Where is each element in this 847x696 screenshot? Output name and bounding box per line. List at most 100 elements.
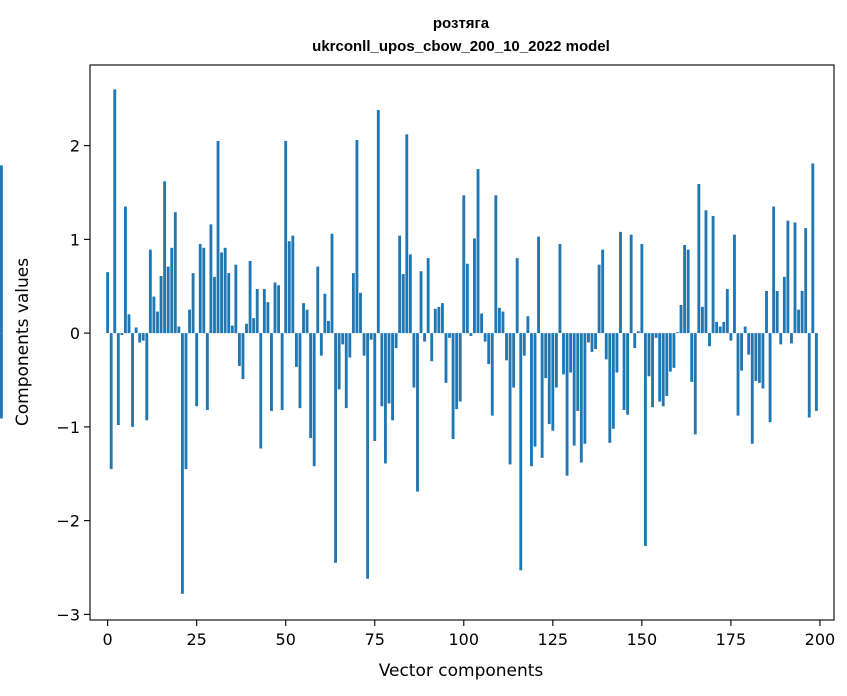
bar [654, 333, 658, 338]
bar [163, 181, 167, 334]
bar [519, 333, 523, 571]
bar [811, 163, 815, 334]
bar [330, 233, 334, 334]
bar [790, 333, 793, 344]
x-tick-label: 150 [627, 630, 658, 649]
bar [237, 333, 241, 366]
bar [814, 333, 818, 411]
bar [448, 333, 451, 338]
bar [394, 333, 398, 349]
bar [366, 333, 370, 579]
bar [676, 332, 679, 334]
bar [337, 333, 341, 390]
bar [604, 333, 608, 360]
bar [565, 333, 569, 476]
bar [408, 254, 412, 334]
bar [722, 321, 726, 334]
bar [355, 140, 359, 334]
bar [266, 302, 270, 334]
bar [615, 333, 619, 373]
bar [156, 311, 159, 334]
bar [177, 326, 181, 334]
bar [576, 333, 580, 411]
bar [181, 333, 184, 594]
bar [779, 333, 783, 345]
y-tick-label: 1 [70, 230, 80, 249]
bar [547, 333, 551, 425]
bar [113, 89, 117, 334]
y-axis-label: Components values [13, 258, 33, 426]
bar [124, 206, 127, 334]
bar [697, 184, 701, 334]
bar [747, 333, 751, 355]
bar [651, 333, 654, 408]
bar [643, 333, 647, 546]
bar [323, 293, 327, 334]
bar [533, 333, 537, 447]
bar [145, 333, 149, 421]
bar [569, 333, 573, 373]
bar [793, 222, 797, 334]
bar [508, 333, 512, 465]
bar [120, 333, 124, 336]
bar [473, 238, 476, 334]
bar [423, 333, 427, 342]
bar [166, 266, 170, 334]
bar [387, 333, 391, 404]
x-axis-ticks: 0 25 50 75 100 125 150 175 200 [103, 620, 835, 649]
bar [309, 333, 313, 439]
x-tick-label: 50 [276, 630, 296, 649]
bar [626, 333, 630, 415]
bar [298, 333, 302, 409]
bar [768, 333, 772, 423]
bar [287, 241, 291, 334]
bar [483, 333, 487, 342]
bar [152, 296, 156, 334]
bar [359, 292, 362, 334]
bar [633, 333, 637, 349]
bar [597, 264, 601, 334]
bar [433, 308, 437, 334]
bar [665, 333, 669, 396]
x-tick-label: 175 [716, 630, 747, 649]
bar [683, 245, 687, 334]
bar [341, 333, 345, 345]
bar [601, 249, 605, 334]
chart-title-line1: розтяга [433, 15, 490, 32]
bar [480, 313, 484, 334]
bar [757, 333, 761, 383]
bar [277, 285, 281, 334]
x-axis-label: Vector components [379, 661, 544, 681]
bar [173, 212, 177, 334]
bar [170, 247, 174, 334]
bar [334, 333, 337, 563]
bar [558, 244, 562, 334]
y-tick-label: −3 [56, 605, 80, 624]
bar [270, 333, 273, 411]
bar [501, 311, 505, 334]
bar [462, 195, 466, 334]
x-tick-label: 125 [538, 630, 569, 649]
bar [259, 333, 263, 449]
bar [733, 234, 736, 334]
bar [245, 323, 248, 334]
bar [715, 321, 719, 334]
bar [736, 333, 740, 416]
bar [754, 333, 758, 381]
bar [109, 333, 113, 470]
bar [0, 333, 3, 419]
bar [782, 276, 786, 334]
bar [209, 224, 213, 334]
x-tick-label: 25 [186, 630, 206, 649]
bar [213, 276, 216, 334]
bar [437, 306, 441, 334]
bar [765, 290, 768, 334]
bar [312, 333, 316, 467]
bar [188, 309, 191, 334]
bar [273, 282, 277, 334]
bar [134, 327, 138, 334]
bar [191, 273, 195, 334]
bar [262, 289, 266, 334]
